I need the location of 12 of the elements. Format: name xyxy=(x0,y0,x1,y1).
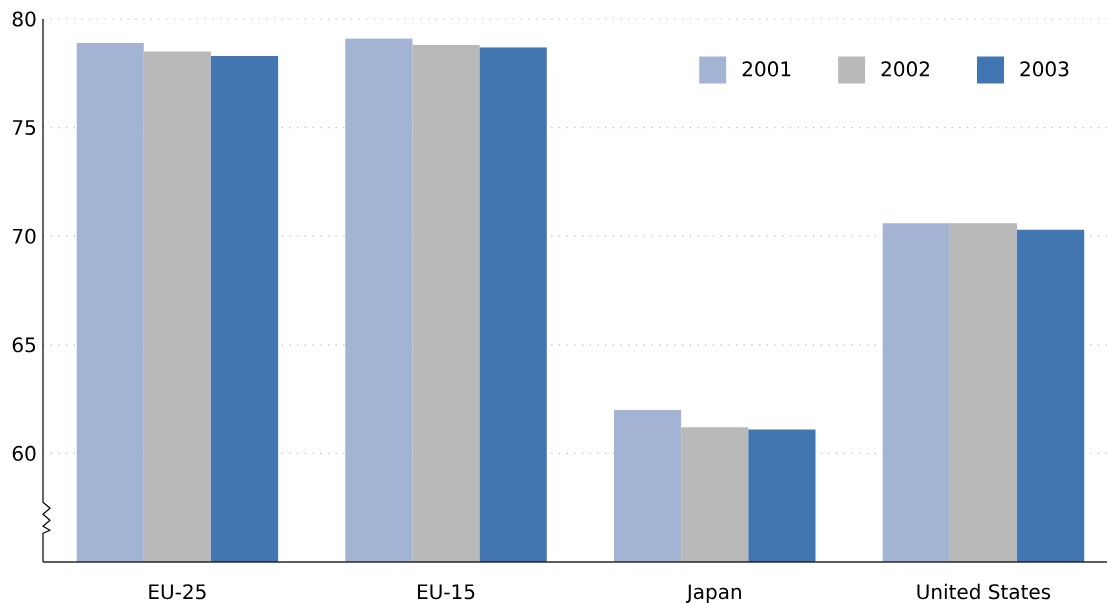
legend-label: 2002 xyxy=(881,61,929,77)
y-tick-label: 80 xyxy=(12,11,36,27)
x-tick-label: EU-25 xyxy=(149,584,206,600)
y-tick-label: 70 xyxy=(13,228,36,244)
legend-label: 2003 xyxy=(1020,61,1069,77)
x-tick-label: United States xyxy=(917,583,1051,600)
legend-label: 2001 xyxy=(742,61,791,77)
y-tick-label: 60 xyxy=(12,445,36,461)
x-tick-label: Japan xyxy=(685,584,741,603)
x-tick-label: EU-15 xyxy=(418,584,475,600)
y-tick-label: 65 xyxy=(12,337,36,353)
y-tick-label: 75 xyxy=(13,120,36,136)
